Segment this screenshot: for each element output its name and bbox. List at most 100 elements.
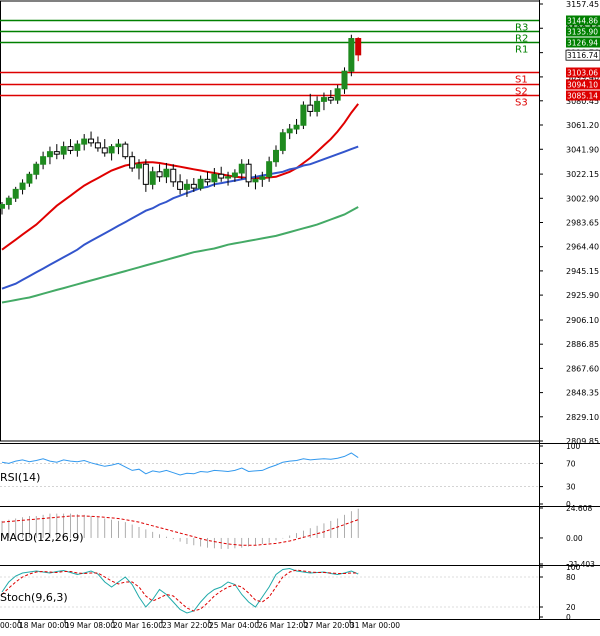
- macd-histogram-bar: [296, 533, 297, 538]
- macd-histogram-bar: [22, 517, 23, 538]
- indicator-tick-label: 100: [566, 563, 581, 572]
- level-price-box: [566, 67, 600, 78]
- time-tick-label: 27 Mar 20:00: [304, 621, 354, 630]
- candle: [334, 88, 341, 101]
- candle: [300, 104, 307, 126]
- time-tick-label: 20 Mar 16:00: [113, 621, 163, 630]
- candle: [231, 172, 238, 178]
- stoch-label: Stoch(9,6,3): [0, 591, 68, 604]
- macd-histogram-bar: [8, 519, 10, 538]
- macd-histogram-bar: [42, 514, 44, 538]
- candle: [286, 128, 293, 134]
- macd-histogram-bar: [76, 514, 78, 538]
- level-price-box: [566, 15, 600, 26]
- candle: [327, 97, 334, 101]
- level-price-box: [566, 37, 600, 48]
- macd-histogram-bar: [268, 537, 270, 543]
- macd-histogram-bar: [344, 514, 345, 538]
- candle: [211, 173, 218, 183]
- macd-histogram-bar: [323, 523, 325, 538]
- candle: [307, 104, 314, 112]
- level-price-box: [566, 90, 600, 101]
- macd-histogram-bar: [309, 528, 311, 538]
- rsi-label: RSI(14): [0, 471, 40, 484]
- candle: [252, 178, 259, 183]
- price-tick-label: 3080.45: [566, 97, 599, 106]
- candle: [273, 149, 279, 163]
- price-tick-label: 2867.60: [566, 364, 599, 373]
- level-name-s2: S2: [515, 87, 528, 98]
- indicator-tick-label: 80: [566, 573, 576, 582]
- macd-histogram-bar: [49, 513, 51, 538]
- time-tick-label: 18 Mar 00:00: [19, 621, 69, 630]
- candle: [74, 143, 81, 151]
- macd-histogram-bar: [138, 526, 140, 538]
- candle: [142, 163, 149, 185]
- macd-histogram-bar: [70, 513, 71, 538]
- level-price-label: 3094.10: [567, 81, 598, 90]
- macd-histogram-bar: [193, 537, 195, 546]
- price-tick-label: 2983.65: [566, 219, 599, 228]
- macd-histogram-bar: [186, 537, 188, 545]
- candle: [19, 182, 26, 190]
- macd-histogram-bar: [111, 519, 112, 538]
- macd-histogram-bar: [357, 508, 359, 538]
- price-tick-label: 3002.90: [566, 194, 599, 203]
- level-price-box: [566, 79, 600, 90]
- candle: [225, 176, 232, 179]
- macd-histogram-bar: [350, 511, 352, 538]
- price-tick-label: 3061.20: [566, 121, 599, 130]
- candle: [163, 168, 170, 178]
- macd-histogram-bar: [330, 520, 332, 538]
- price-tick-label: 2848.35: [566, 389, 599, 398]
- macd-histogram-bar: [282, 537, 284, 539]
- macd-histogram-bar: [213, 537, 215, 549]
- time-tick-label: 19 Mar 08:00: [65, 621, 115, 630]
- macd-histogram-bar: [200, 537, 202, 547]
- macd-histogram-bar: [166, 536, 167, 538]
- macd-signal-line: [1, 515, 359, 546]
- candle: [218, 173, 225, 179]
- price-tick-label: 3022.15: [566, 170, 599, 179]
- macd-histogram-bar: [248, 537, 249, 547]
- indicator-tick-label: 30: [566, 483, 576, 492]
- macd-histogram-bar: [227, 537, 229, 549]
- price-tick-label: 2809.85: [566, 437, 599, 446]
- macd-histogram-bar: [56, 513, 58, 538]
- moving-average-line: [1, 145, 359, 290]
- level-name-r3: R3: [515, 23, 528, 34]
- candle: [341, 70, 348, 90]
- price-tick-label: 2886.85: [566, 340, 599, 349]
- candle: [238, 163, 245, 174]
- candle: [81, 138, 88, 145]
- candle: [320, 97, 327, 102]
- price-tick-label: 3157.45: [566, 0, 599, 9]
- macd-histogram-bar: [118, 520, 119, 538]
- macd-histogram-bar: [179, 537, 181, 542]
- indicator-tick-label: 24.608: [566, 504, 592, 513]
- level-price-box: [566, 26, 600, 37]
- candle: [60, 146, 67, 155]
- indicator-tick-label: 100: [566, 442, 581, 451]
- candle: [156, 171, 163, 178]
- candle: [33, 163, 40, 175]
- macd-histogram-bar: [303, 530, 304, 538]
- candle: [0, 203, 5, 209]
- time-tick-label: 25 Mar 04:00: [209, 621, 259, 630]
- macd-label: MACD(12,26,9): [0, 531, 84, 544]
- price-tick-label: 2925.90: [566, 291, 599, 300]
- candle: [115, 143, 122, 148]
- candle: [5, 197, 12, 205]
- macd-histogram-bar: [316, 525, 318, 538]
- macd-histogram-bar: [289, 535, 291, 538]
- stoch-k-line: [1, 567, 359, 614]
- macd-histogram-bar: [152, 531, 154, 538]
- candle: [53, 151, 60, 155]
- candle: [259, 176, 266, 180]
- macd-histogram-bar: [124, 522, 126, 538]
- candle: [149, 171, 156, 185]
- level-name-s1: S1: [515, 75, 528, 86]
- candle: [26, 173, 33, 184]
- price-tick-label: 2906.10: [566, 316, 599, 325]
